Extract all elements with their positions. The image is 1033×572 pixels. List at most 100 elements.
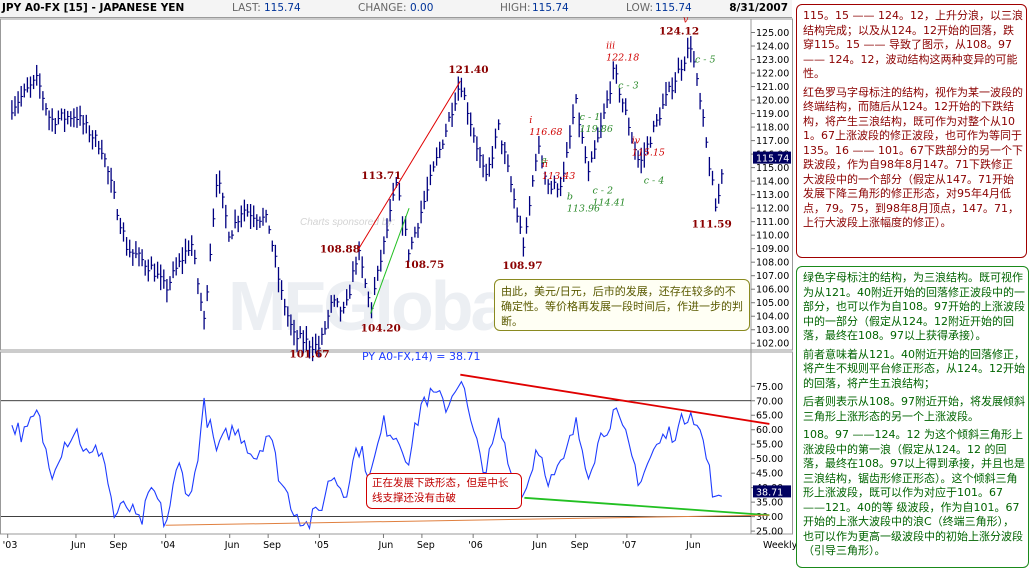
low-label: LOW: [626, 2, 654, 14]
change-value: 0.00 [410, 2, 434, 14]
x-tick-label: Jun [70, 540, 86, 551]
price-tick-label: 109.00 [756, 244, 789, 255]
x-tick-label: Jun [531, 540, 547, 551]
note-green-analysis: 绿色字母标注的结构，为三浪结构。既可视作为从121。40附近开始的回落修正波段中… [796, 266, 1029, 568]
price-tick-label: 112.00 [756, 204, 789, 215]
last-label: LAST: [232, 2, 261, 14]
rsi-tick-label: 65.00 [756, 411, 783, 422]
price-last-value: 115.74 [756, 154, 789, 165]
wave-label: b [567, 192, 573, 203]
note-rsi: 正在发展下跌形态，但是中长线支撑还没有击破 [366, 473, 522, 509]
price-label: 108.88 [320, 243, 360, 255]
price-tick-label: 114.00 [756, 177, 789, 188]
x-tick-label: Jun [685, 540, 701, 551]
rsi-last-badge [753, 485, 791, 498]
price-tick-label: 118.00 [756, 123, 789, 134]
wave-label: c - 3 [618, 81, 639, 92]
x-tick-label: Jun [224, 540, 240, 551]
x-tick-label: '04 [161, 540, 176, 551]
rsi-tick-label: 70.00 [756, 396, 783, 407]
price-tick-label: 108.00 [756, 258, 789, 269]
x-tick-label: Sep [263, 540, 281, 551]
wave-label: 113.96 [567, 204, 600, 215]
price-label: 101.67 [289, 349, 329, 361]
price-label: 108.75 [404, 259, 444, 271]
price-tick-label: 115.00 [756, 163, 789, 174]
wave-label: c - 1 [580, 112, 601, 123]
wave-label: iv [632, 136, 641, 147]
rsi-tick-label: 30.00 [756, 512, 783, 523]
wave-label: 116.68 [529, 127, 562, 138]
note-green-para-3: 后者则表示从108。97附近开始，将发展倾斜三角形上涨形态的另一个上涨波段。 [803, 395, 1025, 423]
rsi-title: PY A0-FX,14) = 38.71 [362, 350, 480, 363]
x-tick-label: '05 [314, 540, 329, 551]
price-tick-label: 105.00 [756, 298, 789, 309]
price-label: 121.40 [448, 64, 488, 76]
wave-label: v [683, 14, 689, 25]
price-label: 113.71 [361, 170, 401, 182]
price-tick-label: 117.00 [756, 136, 789, 147]
watermark-logo: MFGlobal [228, 267, 523, 345]
price-tick-label: 103.00 [756, 325, 789, 336]
low-value: 115.74 [655, 2, 692, 14]
note-outlook: 由此，美元/日元，后市的发展，还存在较多的不确定性。等价格再发展一段时间后，作进… [494, 279, 750, 331]
rsi-tick-label: 75.00 [756, 382, 783, 393]
price-tick-label: 120.00 [756, 96, 789, 107]
rsi-tick-label: 55.00 [756, 440, 783, 451]
high-value: 115.74 [532, 2, 569, 14]
rsi-tick-label: 25.00 [756, 527, 783, 538]
note-red-analysis: 115。15 —— 124。12，上升分浪，以三浪结构完成；以及从124。12开… [796, 4, 1027, 258]
price-label: 124.12 [659, 25, 699, 37]
rsi-trendline-orange [165, 514, 770, 526]
rsi-tick-label: 60.00 [756, 425, 783, 436]
x-tick-label: Jun [377, 540, 393, 551]
x-tick-label: Sep [109, 540, 127, 551]
note-green-para-4: 108。97 ——124。12 为这个倾斜三角形上涨波段中的第一浪（假定从124… [803, 428, 1025, 557]
wave-label: ii [542, 159, 548, 170]
wave-label: 113.43 [542, 171, 575, 182]
price-tick-label: 107.00 [756, 271, 789, 282]
note-green-para-2: 前者意味着从121。40附近开始的回落修正，将产生不规则平台修正形态，从124。… [803, 347, 1025, 390]
price-tick-label: 124.00 [756, 42, 789, 53]
wave-label: 115.15 [632, 148, 665, 159]
price-last-badge [753, 151, 791, 164]
x-tick-label: '06 [468, 540, 483, 551]
chart-date: 8/31/2007 [729, 2, 788, 14]
wave-label: c - 2 [592, 186, 613, 197]
price-trendline-green [370, 207, 410, 314]
x-tick-label: Sep [571, 540, 589, 551]
price-tick-label: 104.00 [756, 312, 789, 323]
price-tick-label: 122.00 [756, 69, 789, 80]
price-label: 108.97 [502, 260, 542, 272]
rsi-trendline-red [460, 373, 770, 425]
x-tick-label: Weekly [763, 540, 798, 551]
note-red-para-2: 红色罗马字母标注的结构，视作为某一波段的终端结构，而随后从124。12开始的下跌… [803, 85, 1023, 230]
x-tick-label: '07 [622, 540, 637, 551]
price-trendline-red [357, 80, 461, 251]
wave-label: 119.86 [580, 124, 613, 135]
wave-label: 114.41 [592, 198, 625, 209]
wave-label: a [541, 155, 547, 166]
price-tick-label: 123.00 [756, 55, 789, 66]
rsi-tick-label: 50.00 [756, 454, 783, 465]
last-value: 115.74 [264, 2, 301, 14]
wave-label: iii [606, 41, 615, 52]
price-label: 104.20 [361, 323, 401, 335]
wave-label: c - 4 [644, 176, 665, 187]
price-tick-label: 121.00 [756, 82, 789, 93]
chart-title: JPY A0-FX [15] - JAPANESE YEN [2, 2, 185, 14]
rsi-tick-label: 35.00 [756, 498, 783, 509]
price-tick-label: 102.00 [756, 339, 789, 350]
wave-label: 122.18 [606, 53, 639, 64]
watermark-text: Charts sponsored by: [300, 217, 395, 228]
rsi-last-value: 38.71 [756, 487, 783, 498]
note-red-para-1: 115。15 —— 124。12，上升分浪，以三浪结构完成；以及从124。12开… [803, 9, 1023, 80]
change-label: CHANGE: [358, 2, 407, 14]
price-tick-label: 106.00 [756, 285, 789, 296]
price-label: 111.59 [692, 219, 732, 231]
rsi-tick-label: 45.00 [756, 469, 783, 480]
chart-header: JPY A0-FX [15] - JAPANESE YEN LAST: 115.… [0, 0, 792, 18]
rsi-trendline-green [524, 496, 770, 517]
price-tick-label: 110.00 [756, 231, 789, 242]
x-tick-label: '03 [3, 540, 18, 551]
